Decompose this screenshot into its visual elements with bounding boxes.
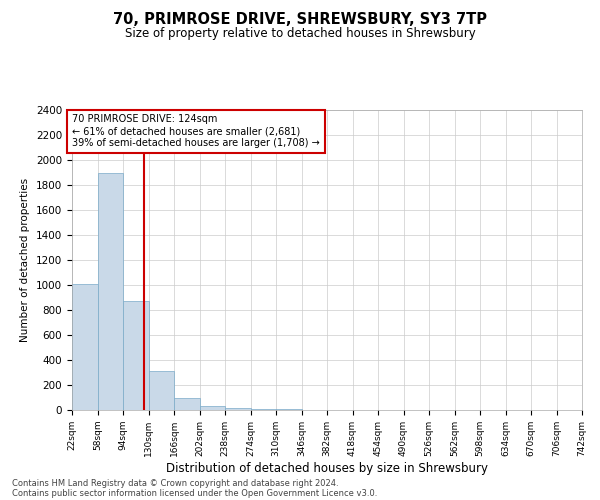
Bar: [225, 408, 251, 410]
Text: Contains public sector information licensed under the Open Government Licence v3: Contains public sector information licen…: [12, 488, 377, 498]
Bar: [123, 301, 149, 410]
Text: 70, PRIMROSE DRIVE, SHREWSBURY, SY3 7TP: 70, PRIMROSE DRIVE, SHREWSBURY, SY3 7TP: [113, 12, 487, 28]
Bar: [72, 284, 97, 410]
Text: 70 PRIMROSE DRIVE: 124sqm
← 61% of detached houses are smaller (2,681)
39% of se: 70 PRIMROSE DRIVE: 124sqm ← 61% of detac…: [73, 114, 320, 148]
Bar: [251, 409, 276, 410]
Y-axis label: Number of detached properties: Number of detached properties: [20, 178, 31, 342]
X-axis label: Distribution of detached houses by size in Shrewsbury: Distribution of detached houses by size …: [166, 462, 488, 474]
Bar: [199, 406, 225, 410]
Bar: [174, 398, 199, 410]
Text: Size of property relative to detached houses in Shrewsbury: Size of property relative to detached ho…: [125, 28, 475, 40]
Bar: [149, 371, 174, 410]
Text: Contains HM Land Registry data © Crown copyright and database right 2024.: Contains HM Land Registry data © Crown c…: [12, 478, 338, 488]
Bar: [97, 172, 123, 410]
